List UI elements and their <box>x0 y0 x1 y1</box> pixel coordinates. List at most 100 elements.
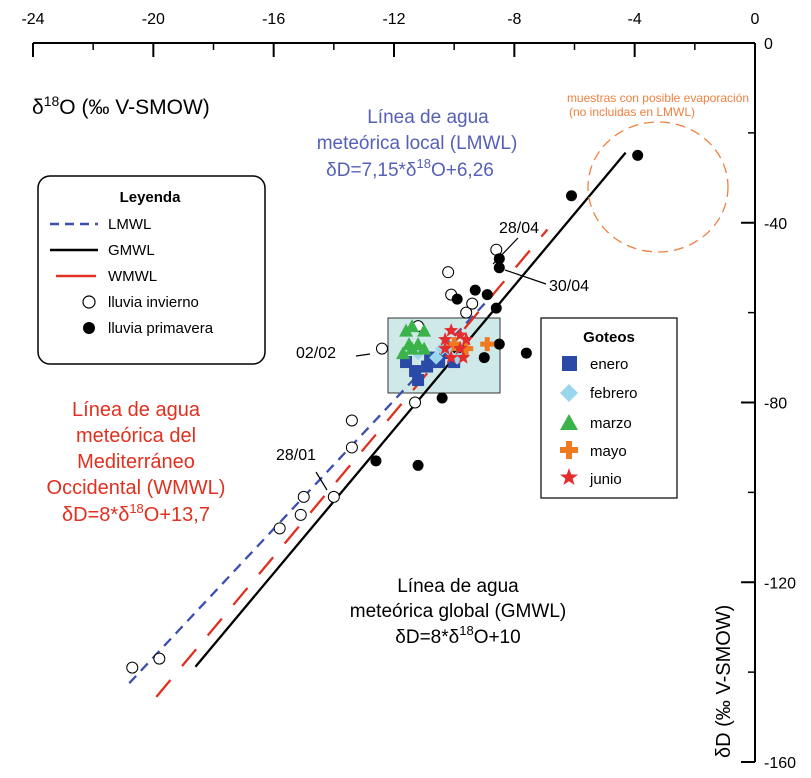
lluvia-invierno-point <box>466 297 479 310</box>
legend-title: Leyenda <box>120 189 182 206</box>
lluvia-invierno-points <box>126 243 503 674</box>
x-tick-label: -16 <box>262 11 285 28</box>
lluvia-invierno-point <box>375 342 388 355</box>
goteos-legend-marker-febrero <box>560 384 578 402</box>
evaporation-note-line1: muestras con posible evaporación <box>567 91 749 105</box>
lluvia-invierno-point <box>153 652 166 665</box>
goteo-junio-point <box>456 350 471 364</box>
lluvia-primavera-point <box>493 262 505 274</box>
lmwl-line1: Línea de agua <box>367 107 489 128</box>
goteo-marzo-point <box>417 341 432 355</box>
legend-entry-lmwl: LMWL <box>108 216 151 233</box>
x-tick-label: -8 <box>507 11 521 28</box>
goteos-legend-entry-junio: junio <box>589 471 622 488</box>
goteos-legend-entry-mayo: mayo <box>590 443 627 460</box>
lluvia-primavera-point <box>412 459 424 471</box>
goteo-junio-point <box>453 341 468 355</box>
x-axis-label: δ18O (‰ V-SMOW) <box>32 93 210 119</box>
gmwl-line2: meteórica global (GMWL) <box>350 601 566 622</box>
line-wmwl <box>155 228 549 698</box>
gmwl-line1: Línea de agua <box>397 576 519 597</box>
x-tick-label: -24 <box>21 11 44 28</box>
x-tick-label: -12 <box>382 11 405 28</box>
lluvia-primavera-point <box>565 190 577 202</box>
evaporation-note-line2: (no incluidas en LMWL) <box>569 105 695 119</box>
y-tick-label: -120 <box>764 575 796 592</box>
lluvia-invierno-point <box>297 490 310 503</box>
lluvia-invierno-point <box>442 266 455 279</box>
lluvia-primavera-point <box>469 284 481 296</box>
gmwl-equation: δD=8*δ18O+10 <box>395 623 520 648</box>
wmwl-line3: Mediterráneo <box>77 451 195 473</box>
date-annotations: 28/04 30/04 02/02 28/01 <box>276 220 589 491</box>
wmwl-annotation: Línea de agua meteórica del Mediterráneo… <box>47 399 226 526</box>
lluvia-primavera-point <box>481 289 493 301</box>
goteo-junio-point <box>444 350 459 364</box>
line-gmwl <box>194 151 627 668</box>
goteos-legend-title: Goteos <box>583 329 635 346</box>
lluvia-invierno-point <box>409 396 422 409</box>
lluvia-invierno-point <box>327 490 340 503</box>
y-tick-label: -40 <box>764 216 787 233</box>
goteos-points <box>396 319 495 387</box>
wmwl-line1: Línea de agua <box>72 399 201 421</box>
lluvia-primavera-point <box>520 347 532 359</box>
lmwl-line2: meteórica local (LMWL) <box>317 133 518 154</box>
legend-entry-primavera: lluvia primavera <box>108 320 214 337</box>
goteo-febrero-point <box>429 350 444 365</box>
goteo-junio-point <box>459 332 474 346</box>
goteo-marzo-point <box>396 346 411 360</box>
goteo-junio-point <box>438 341 453 355</box>
lluvia-invierno-point <box>126 661 139 674</box>
goteos-legend: Goteos enero febrero marzo mayo junio <box>540 317 678 499</box>
goteo-enero-point <box>409 365 422 378</box>
x-tick-label: -20 <box>142 11 165 28</box>
goteos-legend-entry-marzo: marzo <box>590 415 632 432</box>
goteo-marzo-point <box>405 341 420 355</box>
date-label-30-04: 30/04 <box>549 278 589 295</box>
x-tick-label: -4 <box>628 11 642 28</box>
date-label-28-01: 28/01 <box>276 447 316 464</box>
y-tick-labels: 0 -40 -80 -120 -160 <box>741 36 796 772</box>
lmwl-equation: δD=7,15*δ18O+6,26 <box>326 156 494 181</box>
x-tick-label: 0 <box>751 11 760 28</box>
goteo-junio-point <box>453 327 468 342</box>
goteo-marzo-point <box>399 323 414 337</box>
lluvia-primavera-point <box>436 392 448 404</box>
lluvia-primavera-point <box>451 293 463 305</box>
goteos-legend-entry-enero: enero <box>590 356 628 373</box>
goteos-legend-marker-enero <box>562 356 577 371</box>
goteo-mayo-point <box>480 337 495 352</box>
lluvia-invierno-point <box>273 522 286 535</box>
goteos-legend-marker-junio <box>560 468 578 485</box>
lluvia-primavera-point <box>478 352 490 364</box>
goteo-mayo-point <box>447 337 462 352</box>
lluvia-primavera-point <box>493 253 505 265</box>
legend: Leyenda LMWL GMWL WMWL lluvia invierno l… <box>37 175 266 365</box>
wmwl-line2: meteórica del <box>76 425 196 447</box>
date-label-28-04: 28/04 <box>499 220 539 237</box>
wmwl-equation: δD=8*δ18O+13,7 <box>62 501 210 526</box>
lluvia-invierno-point <box>345 414 358 427</box>
lluvia-primavera-point <box>490 302 502 314</box>
lluvia-primavera-point <box>370 455 382 467</box>
lluvia-invierno-point <box>460 306 473 319</box>
goteos-legend-entry-febrero: febrero <box>590 385 638 402</box>
date-label-02-02: 02/02 <box>296 345 336 362</box>
gmwl-annotation: Línea de agua meteórica global (GMWL) δD… <box>350 576 566 648</box>
wmwl-line4: Occidental (WMWL) <box>47 477 226 499</box>
goteos-legend-marker-mayo <box>560 441 578 459</box>
y-tick-label: -80 <box>764 396 787 413</box>
goteo-junio-point <box>438 332 453 346</box>
legend-entry-invierno: lluvia invierno <box>108 294 199 311</box>
y-tick-label: 0 <box>764 36 773 53</box>
x-tick-labels: -24 -20 -16 -12 -8 -4 0 <box>21 11 760 57</box>
goteo-marzo-point <box>417 323 432 337</box>
goteo-mayo-point <box>459 341 474 356</box>
legend-entry-gmwl: GMWL <box>108 242 155 259</box>
y-tick-label: -160 <box>764 755 796 772</box>
y-axis-label: δD (‰ V-SMOW) <box>713 605 735 758</box>
lluvia-primavera-point <box>493 338 505 350</box>
legend-entry-wmwl: WMWL <box>108 268 157 285</box>
